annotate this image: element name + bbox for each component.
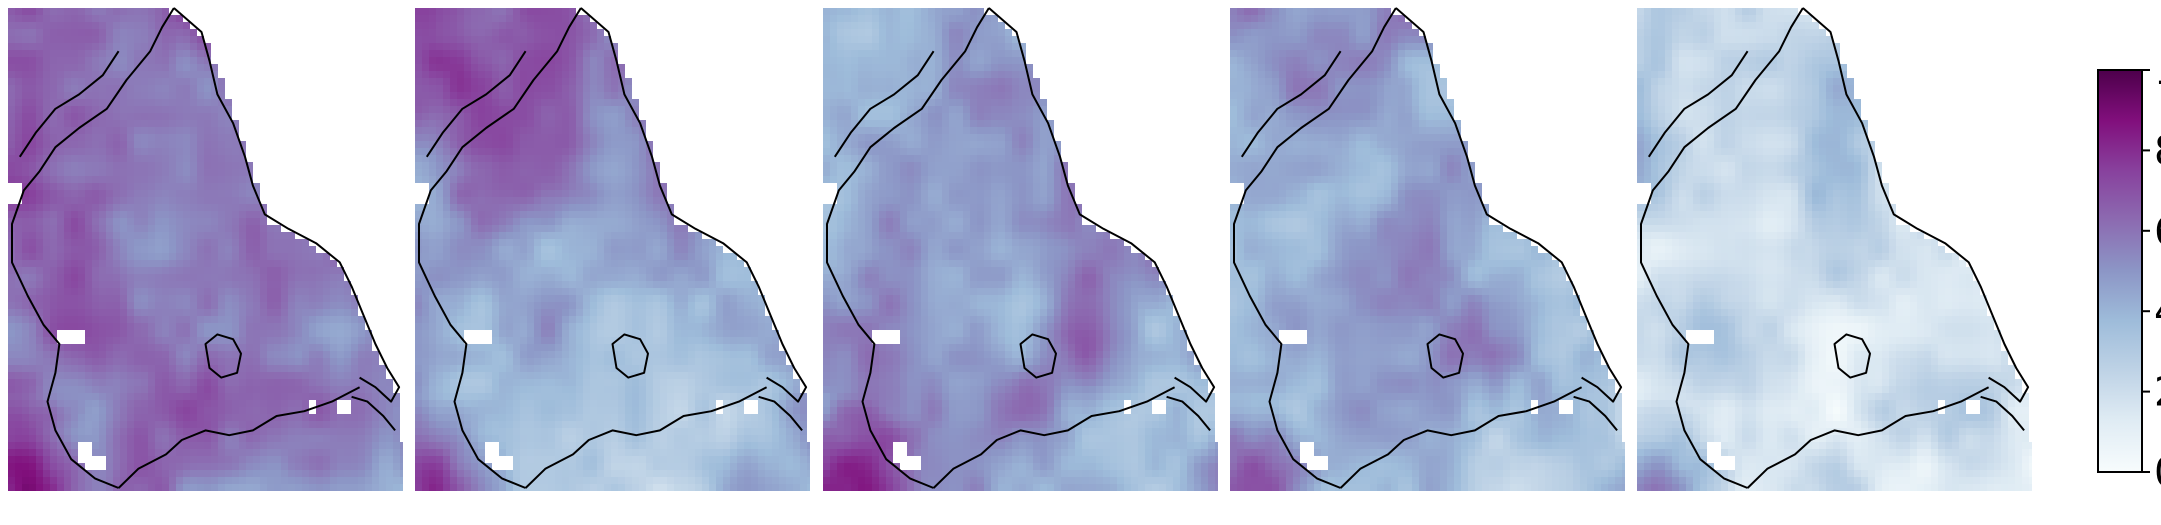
- boundary-line: [1802, 7, 2030, 403]
- map-panel-1: [8, 0, 403, 525]
- boundary-line: [173, 7, 401, 403]
- map-canvas: [415, 7, 810, 491]
- boundary-line: [1240, 50, 1342, 158]
- county-boundaries: [1640, 7, 2030, 489]
- map-panel-5: [1637, 0, 2032, 525]
- boundary-line: [1833, 333, 1871, 379]
- boundary-line: [1019, 333, 1057, 379]
- boundary-line: [580, 7, 808, 403]
- boundary-line: [351, 395, 396, 432]
- map-canvas: [8, 7, 403, 491]
- boundary-line: [826, 7, 990, 489]
- boundary-line: [1573, 395, 1618, 432]
- boundary-line: [1166, 395, 1211, 432]
- boundary-line: [1426, 333, 1464, 379]
- boundary-line: [1640, 7, 1804, 489]
- boundary-line: [418, 7, 582, 489]
- colorbar-tick-label: 60: [2154, 209, 2161, 255]
- boundary-line: [204, 333, 242, 379]
- boundary-line: [1395, 7, 1623, 403]
- colorbar-svg: 0 20 40 60 80 100: [2097, 65, 2161, 495]
- boundary-line: [425, 50, 527, 158]
- colorbar-tick-label: 80: [2154, 128, 2161, 174]
- map-raster: [415, 8, 810, 491]
- map-panel-4: [1230, 0, 1625, 525]
- county-boundaries: [826, 7, 1216, 489]
- boundary-line: [1647, 50, 1749, 158]
- map-canvas: [1637, 7, 2032, 491]
- boundary-line: [988, 7, 1216, 403]
- boundary-line: [833, 50, 935, 158]
- map-raster: [1230, 8, 1625, 491]
- county-boundaries: [11, 7, 401, 489]
- map-raster: [1637, 8, 2032, 491]
- boundary-line: [18, 50, 120, 158]
- colorbar-tick-label: 40: [2154, 289, 2161, 335]
- boundary-line: [524, 386, 768, 489]
- boundary-line: [1339, 386, 1583, 489]
- map-canvas: [823, 7, 1218, 491]
- map-raster: [823, 8, 1218, 491]
- colorbar-gradient: [2097, 69, 2143, 473]
- boundary-line: [1980, 395, 2025, 432]
- boundary-line: [1233, 7, 1397, 489]
- colorbar-tick-label: 20: [2154, 370, 2161, 416]
- boundary-line: [1746, 386, 1990, 489]
- boundary-line: [11, 7, 175, 489]
- map-raster: [8, 8, 403, 491]
- map-canvas: [1230, 7, 1625, 491]
- map-panel-3: [823, 0, 1218, 525]
- boundary-line: [932, 386, 1176, 489]
- boundary-line: [758, 395, 803, 432]
- colorbar-tick-label: 0: [2154, 450, 2161, 495]
- county-boundaries: [418, 7, 808, 489]
- boundary-line: [611, 333, 649, 379]
- boundary-line: [117, 386, 361, 489]
- county-boundaries: [1233, 7, 1623, 489]
- map-panel-2: [415, 0, 810, 525]
- colorbar-tick-label: 100: [2154, 65, 2161, 94]
